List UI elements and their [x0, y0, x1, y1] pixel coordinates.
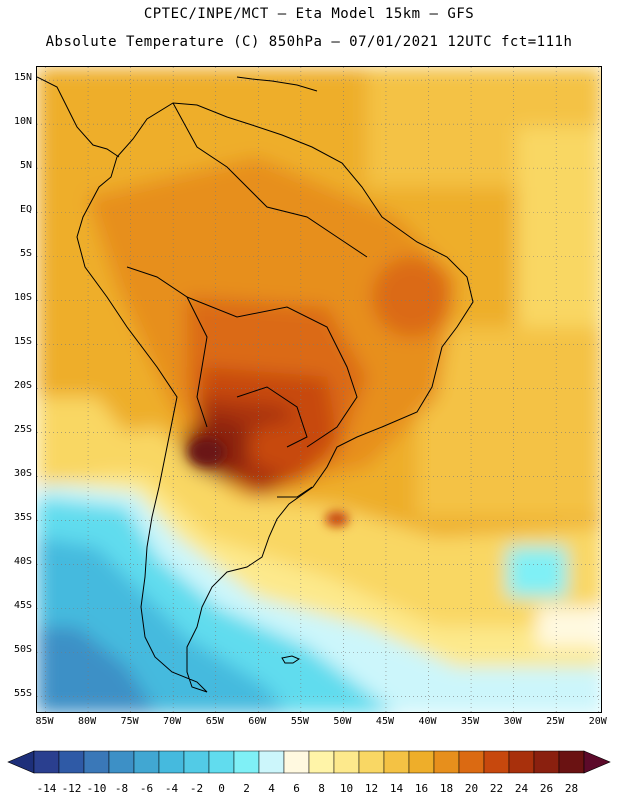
cold-patch-east — [507, 547, 567, 597]
colorbar-swatch — [458, 750, 485, 774]
colorbar-swatch — [333, 750, 360, 774]
pacific-warm-band — [37, 397, 157, 487]
tropical-atlantic-band — [517, 127, 601, 327]
colorbar-swatch — [383, 750, 410, 774]
colorbar-tick-label: 18 — [439, 782, 454, 795]
lon-label: 55W — [290, 716, 309, 727]
central-america-coastline — [37, 76, 120, 158]
colorbar-tick-label: 6 — [293, 782, 300, 795]
colorbar-tick-label: 12 — [364, 782, 379, 795]
colorbar-tick-label: 28 — [564, 782, 579, 795]
colorbar-swatch — [133, 750, 160, 774]
lat-label: 5S — [19, 248, 32, 260]
colorbar-tick-label: 14 — [389, 782, 404, 795]
falkland-islands — [281, 655, 301, 664]
colorbar-swatch — [433, 750, 460, 774]
colorbar-swatch — [408, 750, 435, 774]
coastlines — [37, 76, 474, 693]
colorbar-swatch — [58, 750, 85, 774]
extreme-heat-spot — [189, 438, 225, 466]
colorbar-tick-label: 0 — [218, 782, 225, 795]
colorbar-tick-label: -4 — [164, 782, 179, 795]
lon-label: 75W — [120, 716, 139, 727]
colorbar-tick-label: 26 — [539, 782, 554, 795]
northern-border — [172, 102, 368, 258]
colorbar-swatch — [158, 750, 185, 774]
colorbar-tick-label: -8 — [114, 782, 129, 795]
lat-label: 55S — [13, 688, 32, 700]
colorbar-tick-label: -2 — [189, 782, 204, 795]
lat-label: 45S — [13, 600, 32, 612]
lat-label: 15S — [13, 336, 32, 348]
colorbar-swatch — [558, 750, 585, 774]
lat-label: 20S — [13, 380, 32, 392]
lat-label: 40S — [13, 556, 32, 568]
lon-label: 80W — [78, 716, 97, 727]
colorbar-tick-label: 20 — [464, 782, 479, 795]
lat-label: 35S — [13, 512, 32, 524]
brazil-border — [186, 296, 358, 448]
uruguay-border — [277, 486, 313, 498]
lon-label: 30W — [503, 716, 522, 727]
colorbar-tick-label: 16 — [414, 782, 429, 795]
colorbar-swatch — [533, 750, 560, 774]
lon-label: 85W — [35, 716, 54, 727]
colorbar-swatch — [208, 750, 235, 774]
colorbar-swatch — [233, 750, 260, 774]
lon-label: 45W — [375, 716, 394, 727]
colorbar-swatch — [258, 750, 285, 774]
colorbar-tick-label: 4 — [268, 782, 275, 795]
colorbar-swatch — [33, 750, 60, 774]
lat-label: 30S — [13, 468, 32, 480]
colorbar-tick-label: -12 — [61, 782, 82, 795]
colorbar-swatch — [483, 750, 510, 774]
lat-label: 10S — [13, 292, 32, 304]
map-panel — [36, 66, 602, 713]
colorbar-swatch — [83, 750, 110, 774]
colorbar-swatch — [358, 750, 385, 774]
colorbar-under-arrow — [7, 750, 35, 774]
colorbar-tick-label: 8 — [318, 782, 325, 795]
south-atlantic-band — [417, 327, 601, 517]
colorbar — [7, 750, 611, 774]
colorbar-tick-label: 10 — [339, 782, 354, 795]
colorbar-over-arrow — [583, 750, 611, 774]
temperature-map — [37, 67, 601, 712]
lat-label: 25S — [13, 424, 32, 436]
colorbar-tick-label: 2 — [243, 782, 250, 795]
lon-label: 20W — [588, 716, 607, 727]
colorbar-tick-label: -6 — [139, 782, 154, 795]
andes-country-border — [126, 266, 208, 428]
colorbar-tick-label: 24 — [514, 782, 529, 795]
lon-label: 65W — [205, 716, 224, 727]
coldest-air-band — [37, 627, 156, 712]
lon-label: 40W — [418, 716, 437, 727]
colorbar-swatch — [108, 750, 135, 774]
colorbar-swatch — [183, 750, 210, 774]
lat-label: 15N — [13, 72, 32, 84]
lat-label: EQ — [19, 204, 32, 216]
lon-label: 70W — [163, 716, 182, 727]
chart-subtitle: Absolute Temperature (C) 850hPa – 07/01/… — [45, 34, 573, 50]
caribbean-islands — [236, 76, 318, 92]
colorbar-swatch — [308, 750, 335, 774]
lon-label: 50W — [333, 716, 352, 727]
lat-label: 50S — [13, 644, 32, 656]
colorbar-swatch — [508, 750, 535, 774]
lon-label: 60W — [248, 716, 267, 727]
coastal-heat-spot — [325, 511, 349, 527]
paraguay-border — [236, 386, 308, 448]
chart-title: CPTEC/INPE/MCT – Eta Model 15km – GFS — [143, 6, 475, 22]
colorbar-tick-label: -10 — [86, 782, 107, 795]
lat-label: 5N — [19, 160, 32, 172]
northeast-heat-zone — [372, 257, 452, 337]
colorbar-tick-label: 22 — [489, 782, 504, 795]
colorbar-swatch — [283, 750, 310, 774]
lat-label: 10N — [13, 116, 32, 128]
pale-patch-east — [537, 607, 601, 647]
lon-label: 35W — [461, 716, 480, 727]
south-america-coastline — [76, 102, 474, 693]
lon-label: 25W — [546, 716, 565, 727]
colorbar-tick-label: -14 — [36, 782, 57, 795]
